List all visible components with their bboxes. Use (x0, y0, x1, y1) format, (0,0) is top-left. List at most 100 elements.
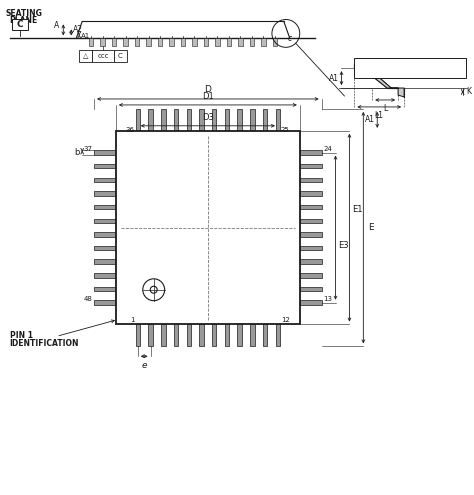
Bar (300, 300, 321, 305)
Bar (186, 109, 191, 131)
Text: E: E (368, 223, 374, 232)
Bar (136, 325, 140, 346)
Bar (148, 325, 153, 346)
Bar (158, 39, 162, 47)
Bar (94, 246, 116, 250)
Text: IDENTIFICATION: IDENTIFICATION (9, 340, 79, 348)
Bar (300, 259, 321, 264)
Bar (186, 325, 191, 346)
Bar (300, 205, 321, 209)
Bar (204, 39, 208, 47)
Bar (250, 39, 254, 47)
Text: △: △ (83, 53, 88, 59)
Text: 48: 48 (83, 296, 92, 301)
Text: 13: 13 (324, 296, 333, 301)
Bar (116, 131, 300, 325)
Bar (89, 39, 93, 47)
Bar (276, 325, 280, 346)
Bar (261, 39, 265, 47)
Bar (300, 246, 321, 250)
Bar (12, 19, 27, 30)
Bar (250, 109, 255, 131)
Bar (300, 287, 321, 291)
Text: A1: A1 (328, 74, 338, 83)
Text: K: K (466, 87, 472, 96)
Text: PLANE: PLANE (9, 15, 37, 25)
Bar (300, 273, 321, 278)
Bar (94, 219, 116, 223)
Bar (100, 39, 105, 47)
Bar (215, 39, 220, 47)
Bar (199, 109, 204, 131)
Text: e: e (141, 361, 147, 370)
Text: 36: 36 (126, 127, 135, 133)
Bar (225, 109, 229, 131)
Text: 37: 37 (83, 146, 92, 151)
Bar (92, 50, 114, 62)
Bar (94, 178, 116, 182)
Bar (94, 164, 116, 168)
Bar (199, 325, 204, 346)
Bar (300, 191, 321, 196)
Text: L: L (383, 104, 387, 113)
Text: E3: E3 (338, 241, 349, 250)
Bar (94, 300, 116, 305)
Bar (225, 325, 229, 346)
Bar (148, 109, 153, 131)
Bar (237, 109, 242, 131)
Text: A: A (54, 21, 59, 31)
Bar (112, 39, 116, 47)
Bar (135, 39, 139, 47)
Bar (355, 58, 465, 78)
Text: D3: D3 (202, 113, 214, 122)
Bar (300, 178, 321, 182)
Bar (94, 259, 116, 264)
Text: A1: A1 (365, 115, 375, 124)
Polygon shape (355, 64, 404, 97)
Bar (238, 39, 243, 47)
Bar (174, 325, 178, 346)
Bar (300, 150, 321, 155)
Bar (174, 109, 178, 131)
Text: SEATING: SEATING (5, 8, 42, 17)
Bar (300, 232, 321, 237)
Bar (212, 109, 217, 131)
Bar (263, 109, 267, 131)
Bar (250, 325, 255, 346)
Bar (94, 232, 116, 237)
Text: L1: L1 (375, 111, 384, 120)
Text: ccc: ccc (97, 53, 109, 59)
Bar (169, 39, 174, 47)
Bar (123, 39, 128, 47)
Bar (300, 164, 321, 168)
Bar (212, 325, 217, 346)
Text: A2: A2 (73, 25, 83, 34)
Bar (237, 325, 242, 346)
Text: 24: 24 (324, 146, 332, 151)
Bar (263, 325, 267, 346)
Text: D: D (204, 85, 211, 94)
Bar (227, 39, 231, 47)
Text: 0.25 mm: 0.25 mm (392, 59, 428, 68)
Bar (136, 109, 140, 131)
Bar (79, 50, 92, 62)
Bar (94, 273, 116, 278)
Text: 25: 25 (281, 127, 290, 133)
Text: E1: E1 (352, 205, 363, 214)
Text: D1: D1 (202, 92, 214, 101)
Bar (94, 205, 116, 209)
Bar (181, 39, 185, 47)
Text: PIN 1: PIN 1 (9, 332, 33, 341)
Bar (146, 39, 151, 47)
Bar (300, 219, 321, 223)
Text: 12: 12 (281, 316, 290, 323)
Text: b: b (74, 148, 79, 157)
Bar (192, 39, 197, 47)
Bar (276, 109, 280, 131)
Bar (161, 109, 165, 131)
Text: c: c (288, 34, 292, 43)
Text: A1: A1 (81, 33, 91, 40)
Text: 1: 1 (130, 316, 135, 323)
Text: GAUGE PLANE: GAUGE PLANE (380, 69, 440, 78)
Bar (94, 191, 116, 196)
